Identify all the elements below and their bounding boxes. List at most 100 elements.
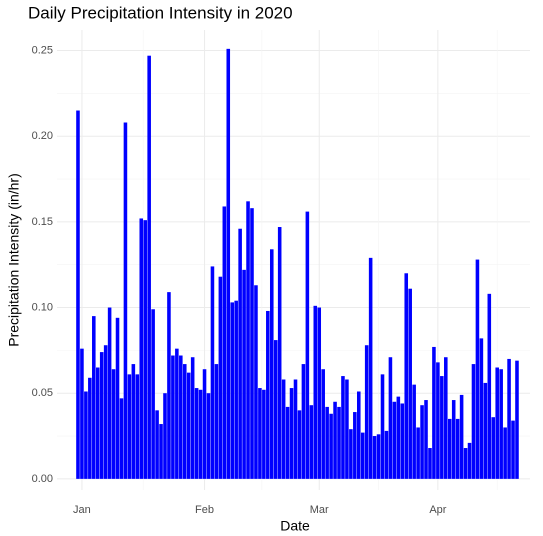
bar (159, 424, 163, 479)
bar (341, 376, 345, 479)
bar (396, 396, 401, 479)
y-tick-label: 0.10 (32, 301, 53, 313)
bar (234, 300, 238, 479)
bar (297, 410, 302, 479)
bar (179, 355, 183, 479)
y-tick-label: 0.20 (32, 130, 53, 142)
bar (436, 362, 440, 479)
bar (76, 110, 80, 479)
bar (222, 206, 227, 479)
y-tick-label: 0.05 (32, 387, 53, 399)
bar (143, 220, 147, 479)
bar (368, 257, 373, 479)
x-tick-label: Jan (73, 504, 91, 516)
bar (123, 122, 128, 479)
bar (475, 259, 480, 479)
bar (277, 227, 282, 479)
bar (479, 338, 484, 479)
bar (416, 427, 420, 479)
bar (499, 369, 503, 479)
bar (151, 309, 155, 479)
bar (289, 388, 294, 479)
bar (305, 211, 310, 479)
bar (269, 249, 274, 479)
bar (250, 208, 254, 479)
bar (202, 369, 207, 479)
bar (511, 420, 515, 479)
bar (135, 374, 140, 479)
bar (440, 376, 444, 479)
y-tick-label: 0.00 (32, 473, 53, 485)
bar (372, 436, 377, 479)
bar (309, 405, 314, 479)
bar (214, 364, 219, 479)
bar (487, 293, 492, 479)
bar (127, 374, 132, 479)
bar (507, 358, 511, 479)
bar (380, 374, 385, 479)
bar (313, 305, 318, 479)
x-tick-label: Apr (429, 504, 446, 516)
bar (364, 345, 369, 479)
bar (230, 302, 235, 479)
bar (99, 352, 104, 479)
bar (404, 273, 409, 479)
bar (254, 285, 258, 479)
bar (266, 310, 270, 479)
bar (107, 307, 112, 479)
bar (115, 317, 120, 479)
bar (503, 427, 507, 479)
bar (515, 360, 519, 479)
bar (84, 391, 88, 479)
bar (285, 406, 290, 479)
bar (190, 357, 195, 479)
bar (206, 393, 211, 479)
bars (76, 48, 519, 479)
bar (455, 418, 460, 479)
bar (444, 357, 448, 479)
bar (273, 340, 278, 479)
bar (198, 389, 203, 479)
bar (424, 400, 428, 479)
bar (349, 429, 353, 479)
bar (226, 48, 231, 479)
bar (345, 379, 349, 479)
bar (388, 357, 393, 479)
bar (384, 430, 389, 479)
bar (147, 55, 151, 479)
bar (329, 413, 333, 479)
bar (420, 405, 424, 479)
bar (186, 372, 191, 479)
bar (357, 391, 361, 479)
y-tick-label: 0.25 (32, 44, 53, 56)
bar (463, 448, 468, 479)
bar (119, 398, 124, 479)
bar (175, 348, 179, 479)
bar (210, 266, 215, 479)
x-tick-label: Feb (195, 504, 214, 516)
bar (163, 393, 167, 479)
bar (428, 448, 432, 479)
bar (218, 276, 223, 479)
bar (337, 406, 341, 479)
bar (171, 355, 175, 479)
bar (155, 410, 159, 479)
bar (360, 432, 365, 479)
bar (471, 364, 476, 479)
bar (447, 418, 452, 479)
bar (258, 388, 262, 479)
bar (111, 369, 116, 479)
bar (400, 403, 405, 479)
bar (392, 401, 397, 479)
bar (301, 364, 306, 479)
bar (167, 292, 171, 479)
bar (242, 269, 246, 479)
bar (333, 401, 337, 479)
bar (238, 228, 242, 479)
bar (88, 377, 92, 479)
bar (483, 382, 488, 479)
x-tick-label: Mar (310, 504, 329, 516)
bar (194, 388, 199, 479)
x-axis-title: Date (280, 518, 310, 534)
